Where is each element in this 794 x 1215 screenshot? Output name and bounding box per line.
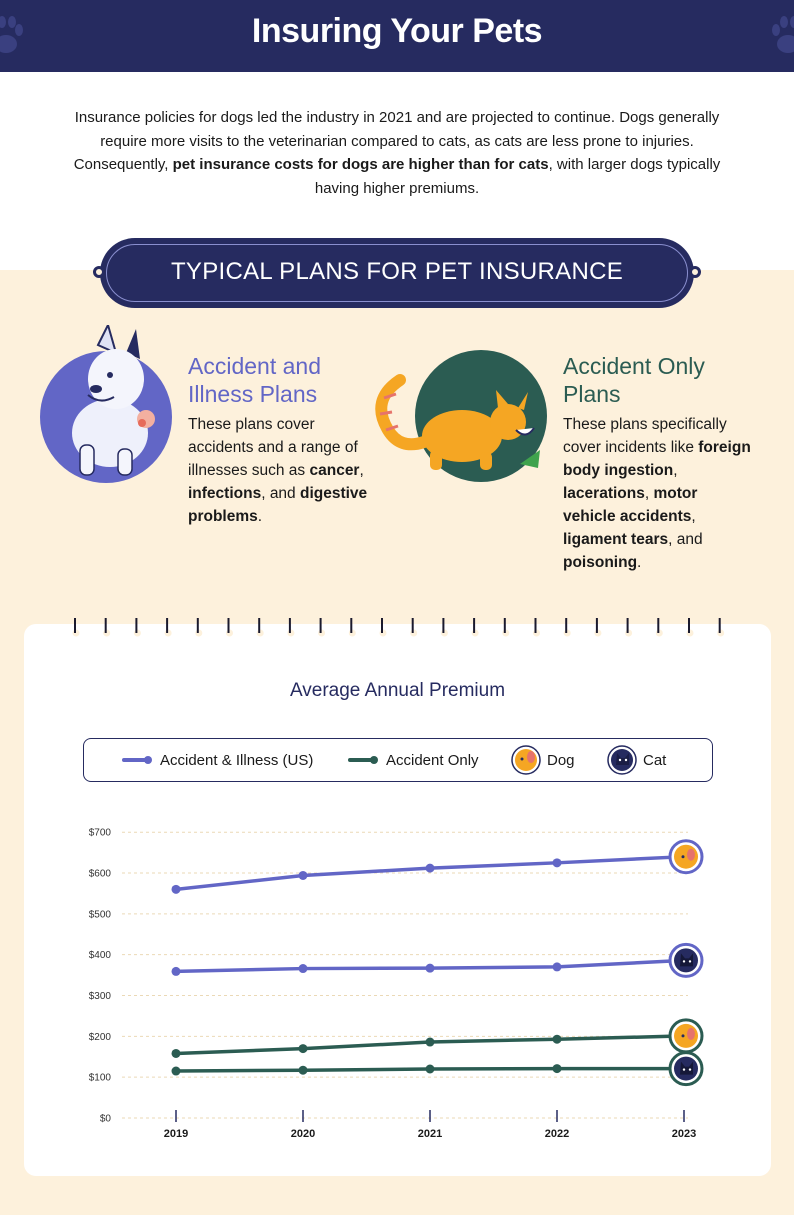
plan-term: digestive problems xyxy=(188,485,368,525)
plan-term: lacerations xyxy=(563,485,645,502)
cat-icon xyxy=(607,745,637,775)
legend-label: Accident & Illness (US) xyxy=(160,751,314,769)
paw-print-icon xyxy=(0,16,23,53)
plan-desc-accident-only: These plans specifically cover incidents… xyxy=(563,413,753,574)
plan-desc-sep: , xyxy=(359,462,364,479)
legend-line-marker xyxy=(122,756,152,764)
plan-term: foreign body ingestion xyxy=(563,439,751,479)
chart-title: Average Annual Premium xyxy=(289,680,506,701)
banner-title: TYPICAL PLANS FOR PET INSURANCE xyxy=(170,258,624,285)
plan-term: motor vehicle accidents xyxy=(563,485,698,525)
plan-desc-sep: , xyxy=(691,508,696,525)
plan-desc-accident-illness: These plans cover accidents and a range … xyxy=(188,413,373,528)
plan-term: infections xyxy=(188,485,262,502)
page-title: Insuring Your Pets xyxy=(251,12,543,50)
plan-desc-text: These plans specifically cover incidents… xyxy=(563,416,727,456)
plan-title-line: Accident Only xyxy=(563,353,705,379)
paw-print-icon xyxy=(772,16,794,53)
legend-label: Accident Only xyxy=(386,751,479,769)
chart-legend: Accident & Illness (US) Accident Only Do… xyxy=(83,738,713,782)
legend-label: Cat xyxy=(643,751,667,769)
banner-dot-right xyxy=(689,266,701,278)
plan-term: poisoning xyxy=(563,554,638,571)
legend-label: Dog xyxy=(547,751,575,769)
plan-desc-sep: . xyxy=(257,508,263,525)
plan-title-line: Plans xyxy=(563,381,621,407)
intro-paragraph: Insurance policies for dogs led the indu… xyxy=(70,106,724,200)
intro-highlight: pet insurance costs for dogs are higher … xyxy=(172,156,549,173)
section-banner xyxy=(100,238,694,308)
banner-border xyxy=(106,244,688,302)
plan-desc-sep: , xyxy=(644,485,654,502)
plan-title-accident-illness: Accident and Illness Plans xyxy=(188,352,321,408)
chart-card xyxy=(24,624,771,1176)
notebook-rings xyxy=(72,618,725,637)
legend-line-marker xyxy=(348,756,378,764)
plan-desc-sep: . xyxy=(637,554,642,571)
header-bar: Insuring Your Pets xyxy=(0,0,794,72)
legend-item-accident-illness: Accident & Illness (US) xyxy=(122,739,313,781)
plan-title-line: Accident and xyxy=(188,353,321,379)
plan-desc-sep: , and xyxy=(261,485,300,502)
banner-dot-left xyxy=(93,266,105,278)
legend-item-accident-only: Accident Only xyxy=(348,739,479,781)
plan-term: ligament tears xyxy=(563,531,669,548)
plan-desc-sep: , and xyxy=(668,531,703,548)
cat-illustration-icon xyxy=(375,350,547,482)
intro-text-end: , with larger dogs typically having high… xyxy=(314,156,721,197)
dog-illustration-icon xyxy=(40,325,172,483)
legend-item-dog: Dog xyxy=(511,739,575,781)
dog-icon xyxy=(511,745,541,775)
intro-text: Insurance policies for dogs led the indu… xyxy=(73,109,720,173)
plan-title-accident-only: Accident Only Plans xyxy=(563,352,705,408)
plan-title-line: Illness Plans xyxy=(188,381,318,407)
plan-desc-text: These plans cover accidents and a range … xyxy=(188,416,358,479)
legend-item-cat: Cat xyxy=(607,739,666,781)
plan-desc-sep: , xyxy=(673,462,678,479)
plan-term: cancer xyxy=(309,462,360,479)
